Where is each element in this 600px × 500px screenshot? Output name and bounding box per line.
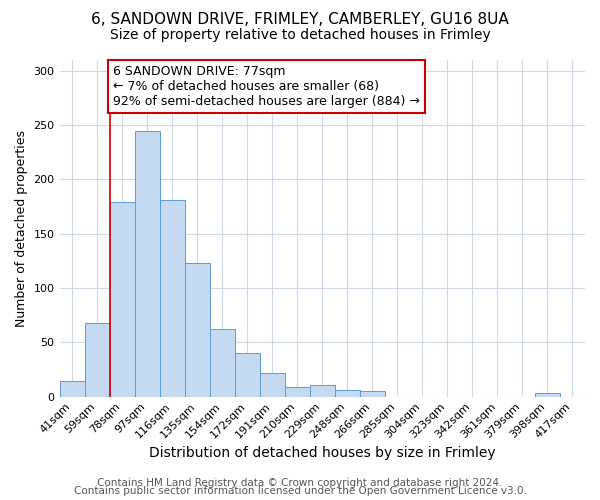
Bar [59,382,85,396]
Bar [110,202,134,396]
Bar [535,394,560,396]
Bar [185,263,209,396]
X-axis label: Distribution of detached houses by size in Frimley: Distribution of detached houses by size … [149,446,496,460]
Bar [85,323,110,396]
Bar [209,330,235,396]
Text: Contains HM Land Registry data © Crown copyright and database right 2024.: Contains HM Land Registry data © Crown c… [97,478,503,488]
Bar [360,391,385,396]
Bar [160,200,185,396]
Bar [235,353,260,397]
Bar [134,130,160,396]
Text: 6 SANDOWN DRIVE: 77sqm
← 7% of detached houses are smaller (68)
92% of semi-deta: 6 SANDOWN DRIVE: 77sqm ← 7% of detached … [113,66,420,108]
Bar [310,384,335,396]
Bar [260,372,285,396]
Y-axis label: Number of detached properties: Number of detached properties [15,130,28,327]
Bar [285,387,310,396]
Text: Contains public sector information licensed under the Open Government Licence v3: Contains public sector information licen… [74,486,526,496]
Text: Size of property relative to detached houses in Frimley: Size of property relative to detached ho… [110,28,490,42]
Text: 6, SANDOWN DRIVE, FRIMLEY, CAMBERLEY, GU16 8UA: 6, SANDOWN DRIVE, FRIMLEY, CAMBERLEY, GU… [91,12,509,28]
Bar [335,390,360,396]
